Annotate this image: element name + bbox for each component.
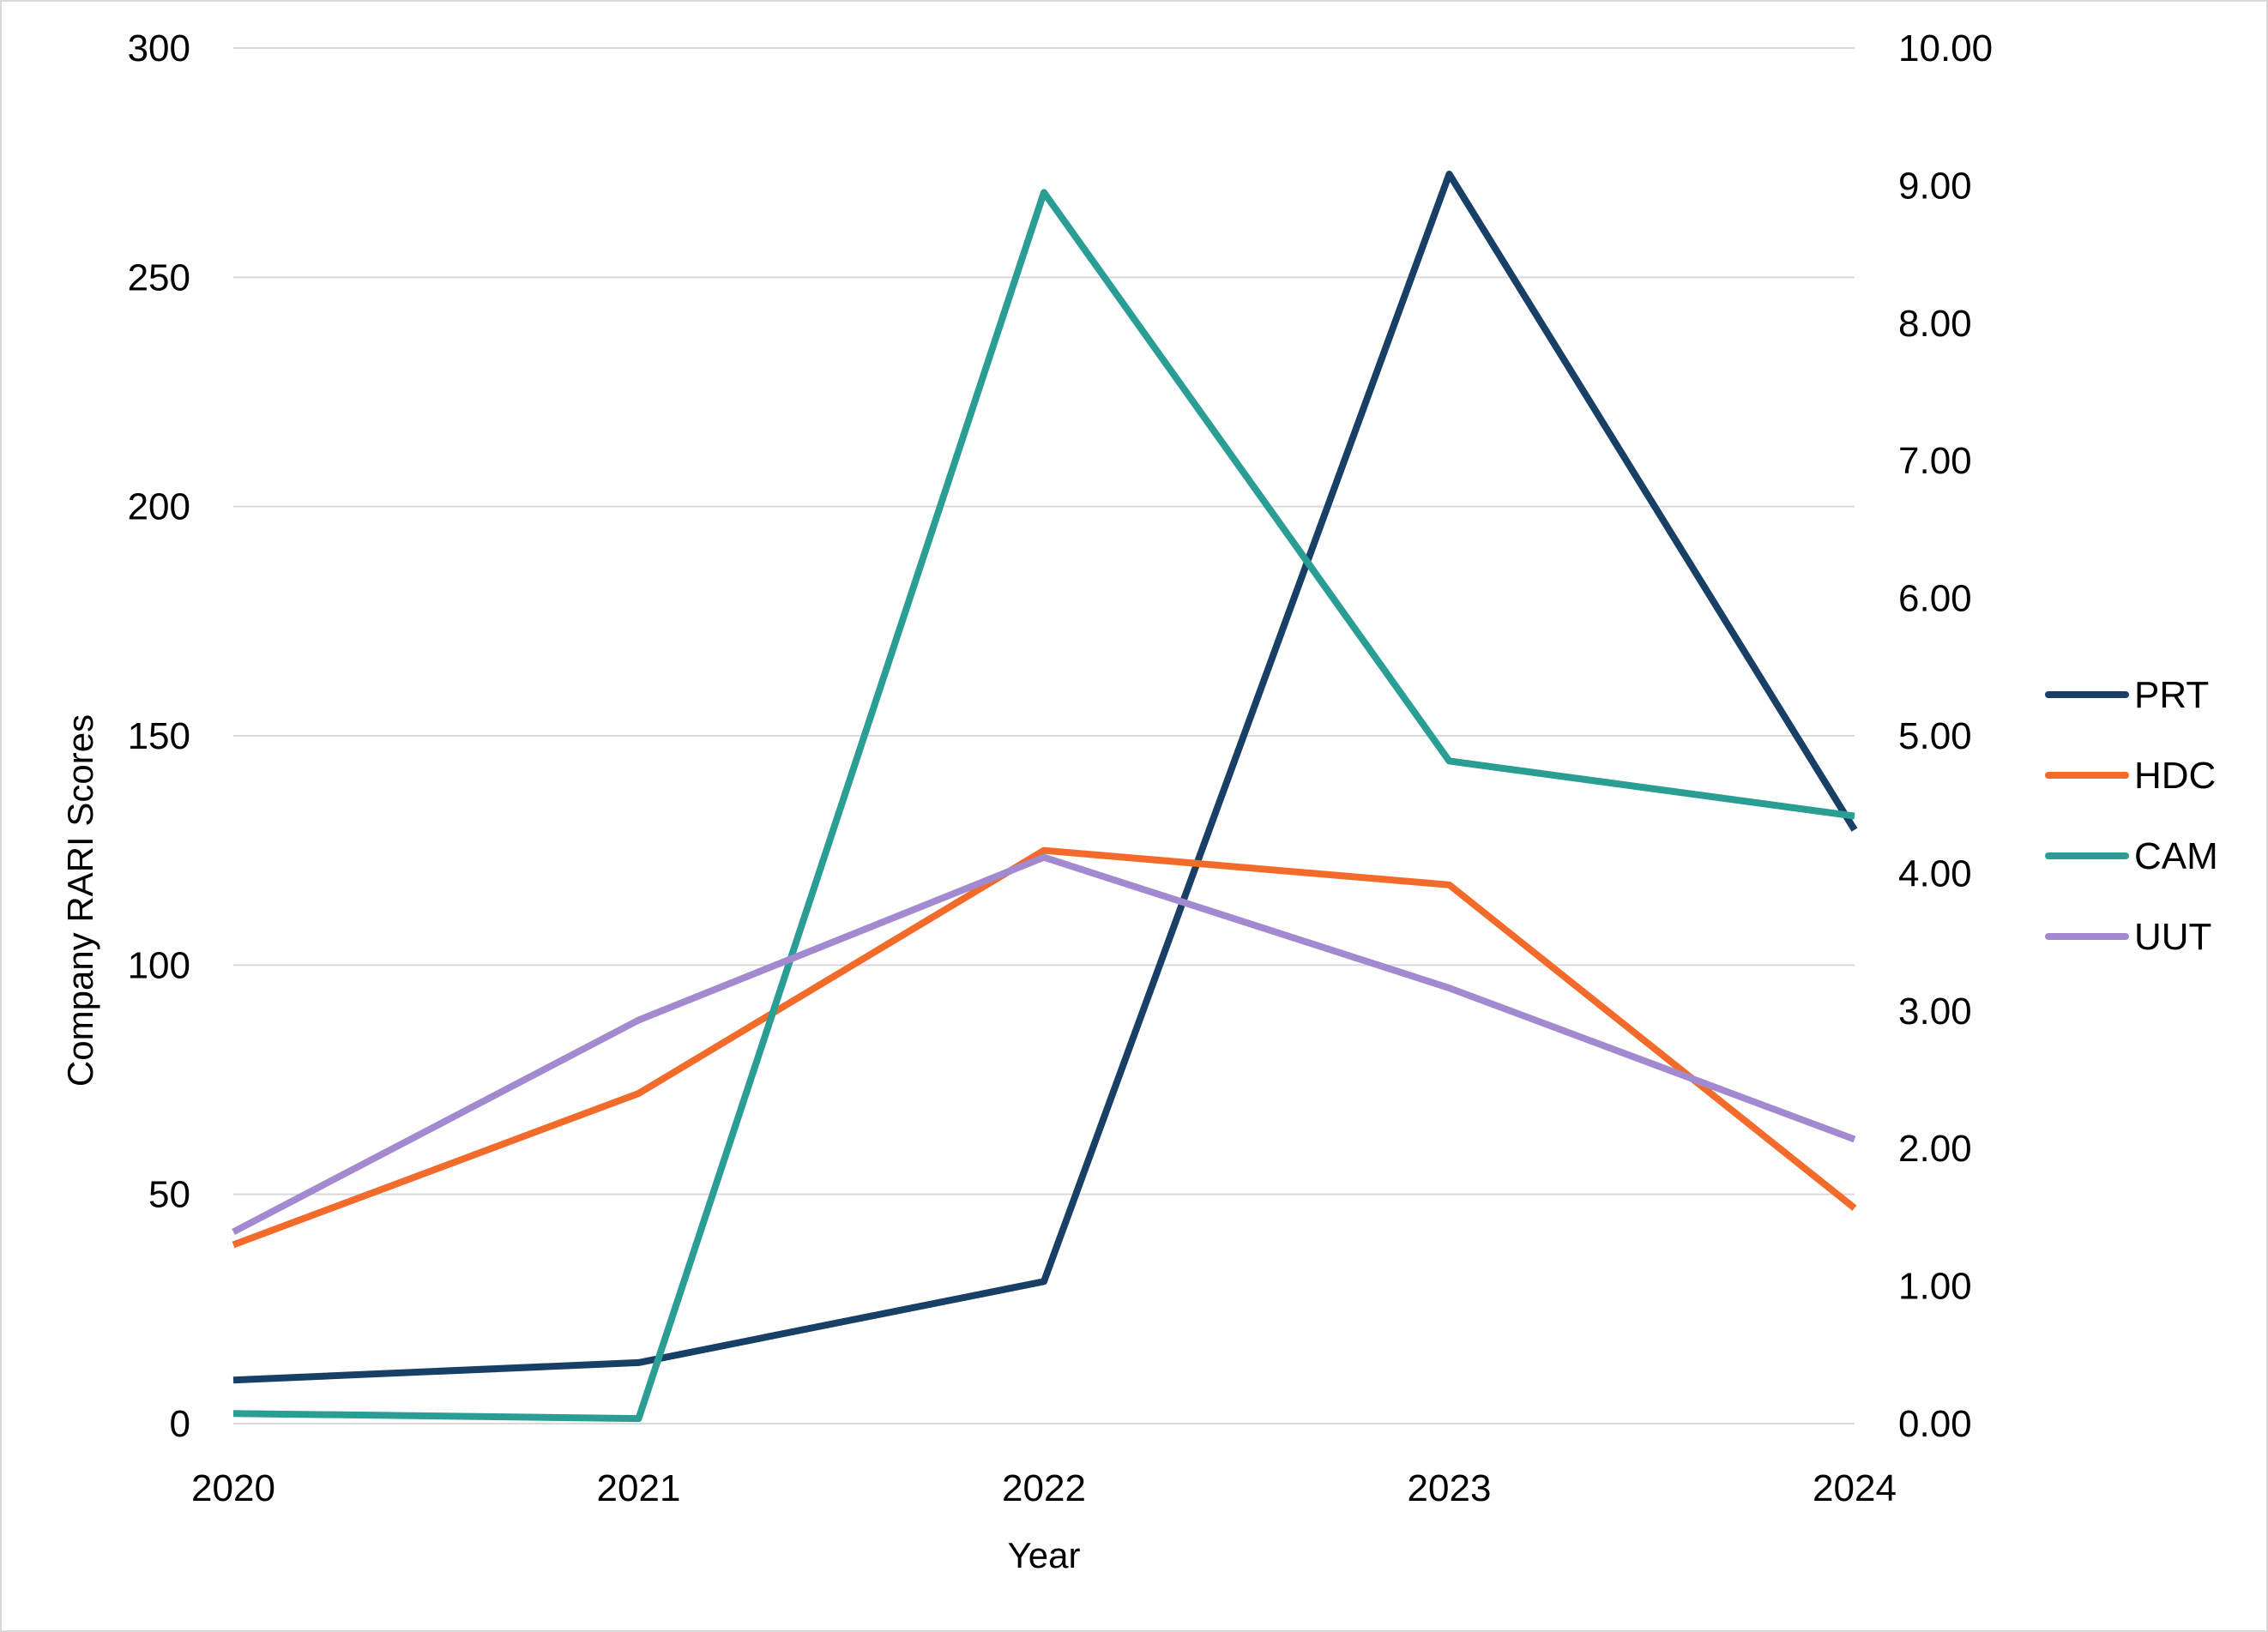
y-tick-label: 250 — [128, 256, 190, 298]
y-axis-title: Company RARI Scores — [60, 714, 100, 1087]
y-tick-label: 150 — [128, 715, 190, 757]
y2-tick-label: 7.00 — [1898, 440, 1972, 482]
series-line-uut — [232, 853, 1856, 1236]
y2-tick-label: 5.00 — [1898, 715, 1972, 757]
y-axis-right: 0.00 1.00 2.00 3.00 4.00 5.00 6.00 7.00 8.00 9.00… — [1898, 27, 1993, 1445]
y2-tick-label: 9.00 — [1898, 165, 1972, 207]
x-tick-label: 2023 — [1408, 1467, 1492, 1509]
legend-label: CAM — [2134, 835, 2218, 877]
y-tick-label: 300 — [128, 27, 190, 69]
legend-item-cam: CAM — [2045, 835, 2218, 877]
series-line-prt — [232, 171, 1858, 1384]
y2-tick-label: 2.00 — [1898, 1128, 1972, 1170]
y2-tick-label: 1.00 — [1898, 1266, 1972, 1308]
y2-tick-label: 10.00 — [1898, 27, 1993, 69]
series-lines — [232, 171, 1858, 1423]
x-tick-label: 2024 — [1813, 1467, 1897, 1509]
y-tick-label: 100 — [128, 944, 190, 986]
y-tick-label: 0 — [170, 1403, 190, 1445]
legend-item-prt: PRT — [2045, 674, 2209, 716]
y2-tick-label: 0.00 — [1898, 1403, 1972, 1445]
legend-label: HDC — [2134, 755, 2216, 797]
series-line-cam — [232, 189, 1855, 1423]
y-tick-label: 200 — [128, 486, 190, 528]
x-axis: 2020 2021 2022 2023 2024 — [191, 1467, 1897, 1509]
y-axis-left: 0 50 100 150 200 250 300 — [128, 27, 190, 1445]
legend-item-uut: UUT — [2045, 916, 2211, 958]
x-tick-label: 2022 — [1002, 1467, 1086, 1509]
x-tick-label: 2020 — [191, 1467, 275, 1509]
gridlines — [233, 47, 1855, 1424]
y2-tick-label: 4.00 — [1898, 852, 1972, 894]
legend: PRT HDC CAM UUT — [2045, 674, 2218, 958]
legend-item-hdc: HDC — [2045, 755, 2216, 797]
y2-tick-label: 3.00 — [1898, 991, 1972, 1033]
series-line-hdc — [232, 846, 1857, 1249]
x-tick-label: 2021 — [597, 1467, 681, 1509]
x-axis-title: Year — [1008, 1535, 1081, 1575]
legend-label: UUT — [2134, 916, 2211, 958]
y-tick-label: 50 — [148, 1174, 190, 1216]
y2-tick-label: 8.00 — [1898, 303, 1972, 345]
legend-label: PRT — [2134, 674, 2209, 716]
y2-tick-label: 6.00 — [1898, 578, 1972, 620]
